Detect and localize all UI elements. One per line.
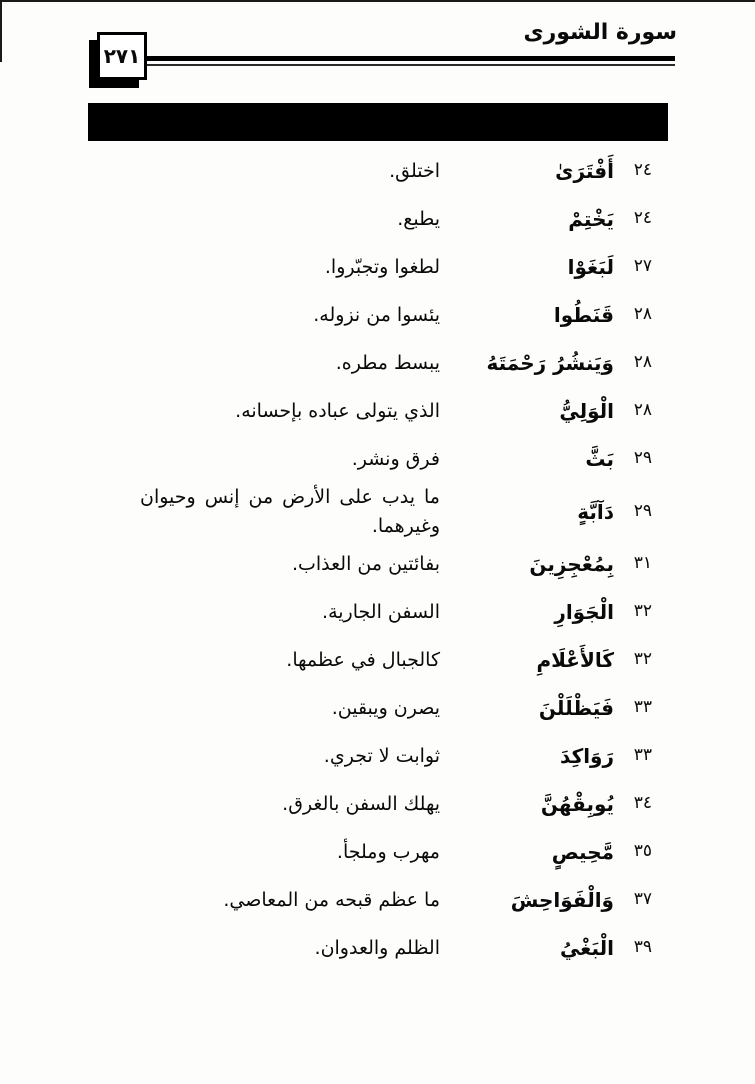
verse-number: ٣١: [633, 553, 652, 574]
quran-word: بَثَّ: [585, 447, 614, 471]
verse-number: ٣٢: [633, 649, 652, 670]
page-number-box: ٢٧١: [97, 32, 147, 80]
word-meaning: بفائتين من العذاب.: [291, 552, 440, 575]
verse-number: ٢٤: [633, 208, 652, 229]
word-meaning: يبسط مطره.: [335, 351, 440, 374]
vocab-row: ٣٥ مَّحِيصٍ مهرب وملجأ.: [95, 828, 652, 876]
quran-word: يُوبِقْهُنَّ: [540, 792, 614, 816]
quran-word: الْجَوَارِ: [554, 600, 614, 624]
verse-number: ٢٩: [633, 448, 652, 469]
word-meaning: يهلك السفن بالغرق.: [282, 792, 440, 815]
vocab-row: ٢٩ دَآبَّةٍ ما يدب على الأرض من إنس وحيو…: [95, 483, 652, 540]
word-meaning: الظلم والعدوان.: [314, 936, 440, 959]
verse-number: ٢٩: [633, 500, 652, 521]
vocab-row: ٣٢ الْجَوَارِ السفن الجارية.: [95, 588, 652, 636]
word-meaning: ما يدب على الأرض من إنس وحيوان وغيرهما.: [140, 486, 440, 537]
scan-edge-top: [0, 0, 755, 2]
word-meaning: الذي يتولى عباده بإحسانه.: [235, 399, 440, 422]
vocab-row: ٣٤ يُوبِقْهُنَّ يهلك السفن بالغرق.: [95, 780, 652, 828]
header-rule-thick-line: [146, 56, 675, 61]
word-meaning: مهرب وملجأ.: [336, 840, 440, 863]
verse-number: ٣٣: [633, 697, 652, 718]
quran-word: الْبَغْيُ: [559, 936, 614, 960]
quran-word: فَيَظْلَلْنَ: [538, 696, 614, 720]
verse-number: ٢٤: [633, 160, 652, 181]
verse-number: ٣٤: [633, 793, 652, 814]
word-meaning: يئسوا من نزوله.: [313, 303, 440, 326]
vocab-row: ٢٨ وَيَنشُرُ رَحْمَتَهُ يبسط مطره.: [95, 339, 652, 387]
word-meaning: اختلق.: [389, 159, 440, 182]
quran-word: يَخْتِمْ: [568, 207, 614, 231]
vocab-row: ٢٩ بَثَّ فرق ونشر.: [95, 435, 652, 483]
word-meaning: ما عظم قبحه من المعاصي.: [223, 888, 440, 911]
quran-word: وَالْفَوَاحِشَ: [510, 888, 614, 912]
vocab-row: ٣٢ كَالأَعْلَامِ كالجبال في عظمها.: [95, 636, 652, 684]
verse-number: ٢٧: [633, 256, 652, 277]
vocab-row: ٣٣ فَيَظْلَلْنَ يصرن ويبقين.: [95, 684, 652, 732]
vocab-row: ٣٧ وَالْفَوَاحِشَ ما عظم قبحه من المعاصي…: [95, 876, 652, 924]
word-meaning: يصرن ويبقين.: [331, 696, 440, 719]
word-meaning: كالجبال في عظمها.: [286, 648, 440, 671]
quran-word: وَيَنشُرُ رَحْمَتَهُ: [486, 351, 615, 375]
quran-word: بِمُعْجِزِينَ: [529, 552, 614, 576]
word-meaning: ثوابت لا تجري.: [323, 744, 440, 767]
quran-word: أَفْتَرَىٰ: [555, 159, 614, 183]
vocab-row: ٣١ بِمُعْجِزِينَ بفائتين من العذاب.: [95, 540, 652, 588]
scan-edge-left: [0, 0, 2, 62]
quran-word: مَّحِيصٍ: [551, 840, 614, 864]
quran-word: كَالأَعْلَامِ: [536, 648, 614, 672]
verse-number: ٣٣: [633, 745, 652, 766]
quran-word: لَبَغَوْا: [567, 255, 614, 279]
vocab-row: ٢٧ لَبَغَوْا لطغوا وتجبّروا.: [95, 243, 652, 291]
vocab-row: ٣٩ الْبَغْيُ الظلم والعدوان.: [95, 924, 652, 972]
quran-word: دَآبَّةٍ: [577, 499, 614, 524]
header-rule: [146, 56, 675, 66]
verse-number: ٣٧: [633, 889, 652, 910]
vocab-row: ٢٨ الْوَلِيُّ الذي يتولى عباده بإحسانه.: [95, 387, 652, 435]
quran-word: قَنَطُوا: [553, 303, 614, 327]
vocab-row: ٣٣ رَوَاكِدَ ثوابت لا تجري.: [95, 732, 652, 780]
word-meaning: فرق ونشر.: [351, 447, 440, 470]
word-meaning: يطبع.: [397, 207, 440, 230]
verse-number: ٣٥: [633, 841, 652, 862]
vocab-list: ٢٤ أَفْتَرَىٰ اختلق. ٢٤ يَخْتِمْ يطبع. ٢…: [95, 147, 652, 972]
verse-number: ٢٨: [633, 352, 652, 373]
word-meaning: لطغوا وتجبّروا.: [324, 255, 440, 278]
surah-title: سورة الشورى: [523, 20, 677, 45]
header-rule-thin-line: [146, 64, 675, 66]
section-header-bar: [88, 103, 668, 141]
verse-number: ٣٢: [633, 601, 652, 622]
word-meaning: السفن الجارية.: [322, 600, 440, 623]
vocab-row: ٢٤ يَخْتِمْ يطبع.: [95, 195, 652, 243]
verse-number: ٣٩: [633, 937, 652, 958]
verse-number: ٢٨: [633, 304, 652, 325]
page-number: ٢٧١: [103, 44, 141, 68]
quran-word: الْوَلِيُّ: [559, 399, 614, 423]
vocab-row: ٢٤ أَفْتَرَىٰ اختلق.: [95, 147, 652, 195]
quran-word: رَوَاكِدَ: [560, 744, 614, 768]
verse-number: ٢٨: [633, 400, 652, 421]
vocab-row: ٢٨ قَنَطُوا يئسوا من نزوله.: [95, 291, 652, 339]
